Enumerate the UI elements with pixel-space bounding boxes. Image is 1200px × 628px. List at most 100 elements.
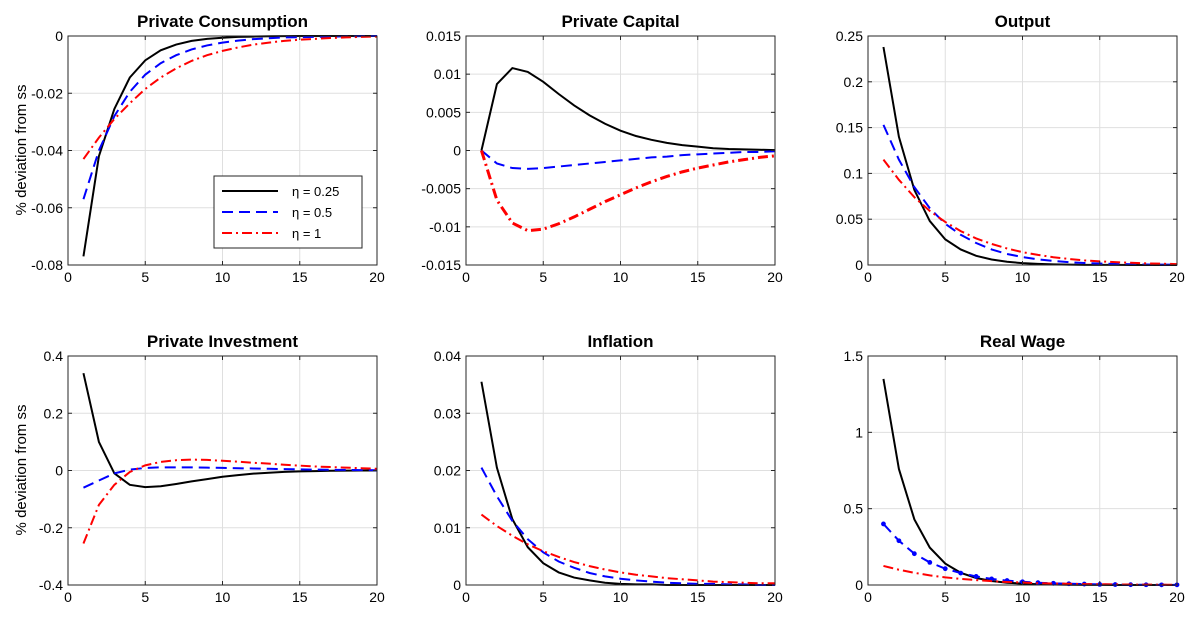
series-marker <box>911 551 917 557</box>
legend: η = 0.25 η = 0.5 η = 1 <box>213 175 363 249</box>
x-tick-label: 10 <box>613 589 629 605</box>
subplot-5: 0 5 10 15 20 0 0.01 0.02 0.03 0.04 Inflation <box>434 332 783 605</box>
legend-entry-3: η = 1 <box>292 226 321 241</box>
subplot-title: Real Wage <box>980 332 1065 351</box>
y-tick-label: 1 <box>855 424 863 440</box>
y-tick-label: 0.04 <box>434 348 461 364</box>
series-line-2 <box>480 149 775 170</box>
x-tick-label: 0 <box>64 589 72 605</box>
x-tick-label: 15 <box>292 269 308 285</box>
y-tick-label: 0 <box>55 28 63 44</box>
y-tick-label: -0.015 <box>421 257 461 273</box>
y-tick-label: 0 <box>855 577 863 593</box>
y-tick-label: 0.01 <box>434 520 461 536</box>
legend-entry-1: η = 0.25 <box>292 184 339 199</box>
subplot-title: Private Investment <box>147 332 299 351</box>
y-tick-label: -0.08 <box>31 257 63 273</box>
series-line-1 <box>82 372 377 489</box>
subplot-title: Output <box>995 12 1051 31</box>
x-tick-label: 20 <box>767 589 783 605</box>
series-line-1 <box>882 378 1177 586</box>
subplot-2: 0 5 10 15 20 -0.015 -0.01 -0.005 0 0.005 0.01 0.015… <box>421 12 783 285</box>
x-tick-label: 20 <box>1169 269 1185 285</box>
x-tick-label: 5 <box>941 269 949 285</box>
legend-entry-2: η = 0.5 <box>292 205 332 220</box>
y-axis-label-top: % deviation from ss <box>13 85 30 216</box>
subplot-title: Inflation <box>587 332 653 351</box>
series-marker <box>896 538 902 544</box>
series-line-1 <box>480 66 775 152</box>
y-tick-label: 0 <box>453 143 461 159</box>
legend-box <box>213 175 363 249</box>
y-tick-label: -0.04 <box>31 143 63 159</box>
series-marker <box>958 570 964 576</box>
series-line-2 <box>882 124 1177 266</box>
x-tick-label: 0 <box>64 269 72 285</box>
y-tick-label: 0.005 <box>426 104 461 120</box>
x-tick-label: 20 <box>767 269 783 285</box>
y-tick-label: 0.15 <box>836 120 863 136</box>
x-tick-label: 20 <box>369 269 385 285</box>
y-tick-label: 0 <box>55 463 63 479</box>
y-axis-label-bottom: % deviation from ss <box>13 405 30 536</box>
series-marker <box>881 521 886 527</box>
x-tick-label: 15 <box>292 589 308 605</box>
series-line-3 <box>82 35 377 160</box>
x-tick-label: 5 <box>539 269 547 285</box>
series-marker <box>927 560 933 565</box>
y-tick-label: 0.4 <box>44 348 64 364</box>
y-tick-label: 0.01 <box>434 66 461 82</box>
series-line-3 <box>82 458 377 544</box>
y-tick-label: 0 <box>453 577 461 593</box>
x-tick-label: 15 <box>690 269 706 285</box>
series-line-2 <box>480 467 775 586</box>
y-tick-label: -0.06 <box>31 200 63 216</box>
y-tick-label: 0.2 <box>844 74 864 90</box>
subplot-4: 0 5 10 15 20 -0.4 -0.2 0 0.2 0.4 Private Investmen… <box>39 332 385 605</box>
series-line-3 <box>480 150 775 233</box>
y-tick-label: 0.02 <box>434 463 461 479</box>
x-tick-label: 20 <box>1169 589 1185 605</box>
y-tick-label: 0.2 <box>44 405 64 421</box>
y-tick-label: 0.25 <box>836 28 863 44</box>
x-tick-label: 5 <box>941 589 949 605</box>
subplot-6: 0 5 10 15 20 0 0.5 1 1.5 Real Wage <box>844 332 1185 605</box>
x-tick-label: 10 <box>1015 269 1031 285</box>
series-line-1 <box>480 381 775 586</box>
y-tick-label: 1.5 <box>844 348 864 364</box>
series-line-3 <box>883 564 1177 586</box>
subplot-1: 0 5 10 15 20 -0.08 -0.06 -0.04 -0.02 0 Private Con… <box>31 12 385 285</box>
x-tick-label: 0 <box>462 269 470 285</box>
x-tick-label: 0 <box>864 589 872 605</box>
x-tick-label: 5 <box>141 269 149 285</box>
subplot-title: Private Consumption <box>137 12 308 31</box>
x-tick-label: 15 <box>1092 589 1108 605</box>
y-tick-label: 0.05 <box>836 211 863 227</box>
x-tick-label: 20 <box>369 589 385 605</box>
x-tick-label: 15 <box>690 589 706 605</box>
y-tick-label: -0.2 <box>39 520 63 536</box>
y-tick-label: 0.03 <box>434 405 461 421</box>
subplot-title: Private Capital <box>561 12 679 31</box>
x-tick-label: 10 <box>215 589 231 605</box>
y-tick-label: 0.5 <box>844 501 864 517</box>
series-marker <box>942 566 948 572</box>
series-marker <box>989 576 994 582</box>
x-tick-label: 15 <box>1092 269 1108 285</box>
series-line-2 <box>83 466 377 489</box>
series-line-3 <box>480 513 775 585</box>
y-tick-label: 0.1 <box>844 165 864 181</box>
y-tick-label: -0.01 <box>429 219 461 235</box>
subplot-3: 0 5 10 15 20 0 0.05 0.1 0.15 0.2 0.25 Output <box>836 12 1185 285</box>
series-line-2 <box>82 35 377 200</box>
y-tick-label: 0 <box>855 257 863 273</box>
y-tick-label: -0.02 <box>31 85 63 101</box>
x-tick-label: 10 <box>215 269 231 285</box>
series-line-3 <box>882 159 1177 266</box>
x-tick-label: 5 <box>141 589 149 605</box>
series-marker <box>973 574 979 579</box>
y-tick-label: 0.015 <box>426 28 461 44</box>
series-line-1 <box>882 46 1177 266</box>
x-tick-label: 5 <box>539 589 547 605</box>
